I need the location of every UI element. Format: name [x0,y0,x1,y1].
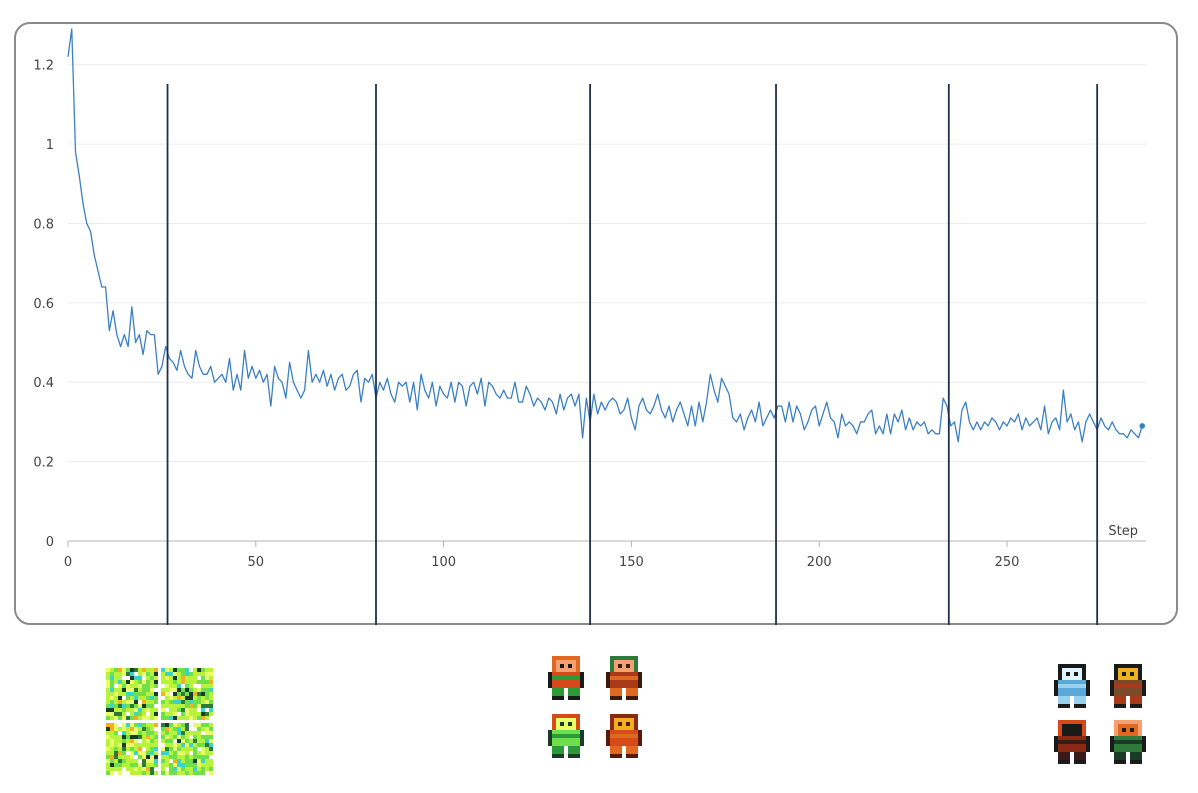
checkpoint-markers [166,84,1099,625]
y-tick-label: 0.8 [33,217,54,232]
noise-sprite [161,723,213,775]
grid-lines [68,64,1146,542]
x-tick-label: 200 [807,555,832,570]
x-axis-ticks: 0 50 100 150 200 250 [64,541,1020,570]
y-tick-label: 0.2 [33,456,54,471]
brown-hero-sprite [606,656,643,700]
y-tick-label: 0.4 [33,376,54,391]
dark-figure-sprite [1054,720,1091,764]
x-axis-title: Step [1108,524,1138,539]
x-tick-label: 150 [619,555,644,570]
y-tick-label: 0.6 [33,297,54,312]
y-tick-label: 1 [46,138,54,153]
y-tick-label: 0 [46,535,54,550]
blue-potion-sprite [1054,664,1091,708]
amulet-sprite [1110,664,1147,708]
green-hero-sprite [548,656,585,700]
x-tick-label: 100 [431,555,456,570]
noise-sprite [161,668,213,720]
y-axis-ticks: 0 0.2 0.4 0.6 0.8 1 1.2 [33,59,54,550]
chart-frame [14,22,1178,625]
series-end-point [1139,423,1146,429]
noise-sprite [106,668,158,720]
series-line-group [67,28,1146,443]
green-ranger-sprite [1110,720,1147,764]
x-tick-label: 0 [64,555,72,570]
green-bird-sprite [548,714,585,758]
noise-sprite [106,723,158,775]
x-tick-label: 50 [248,555,265,570]
red-blob-sprite [606,714,643,758]
y-tick-label: 1.2 [33,59,54,74]
x-tick-label: 250 [995,555,1020,570]
loss-series-line [67,28,1143,443]
